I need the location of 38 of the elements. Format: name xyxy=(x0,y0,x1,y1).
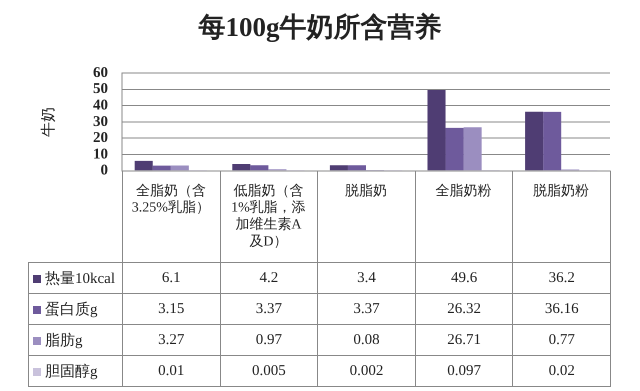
data-label: 3.37 xyxy=(220,294,318,324)
y-tick-label: 40 xyxy=(93,97,108,114)
y-tick-label: 60 xyxy=(93,64,108,81)
data-label: 26.71 xyxy=(415,324,513,356)
y-tick-label: 30 xyxy=(93,114,108,130)
legend-label: 脂肪g xyxy=(28,324,122,356)
data-label: 0.005 xyxy=(220,356,318,386)
legend-label: 胆固醇g xyxy=(28,356,122,386)
data-label: 0.002 xyxy=(318,356,416,386)
data-label: 3.15 xyxy=(122,294,220,324)
y-tick-label: 50 xyxy=(93,81,108,98)
legend-label: 热量10kcal xyxy=(28,262,122,294)
data-label: 0.02 xyxy=(512,356,610,386)
data-label: 0.097 xyxy=(415,356,513,386)
data-label: 36.16 xyxy=(512,294,610,324)
data-label: 49.6 xyxy=(415,262,513,294)
y-axis-title: 牛奶 xyxy=(40,106,57,137)
data-label: 6.1 xyxy=(122,262,220,294)
data-label: 36.2 xyxy=(512,262,610,294)
data-label: 0.97 xyxy=(220,324,318,356)
x-tick-label: 脱脂奶粉 xyxy=(533,182,590,199)
y-tick-label: 20 xyxy=(93,130,108,146)
x-tick-label: 脱脂奶 xyxy=(345,182,387,199)
legend-label: 蛋白质g xyxy=(28,294,122,324)
x-tick-label: 全脂奶粉 xyxy=(436,182,492,199)
x-tick-label: 低脂奶（含1%乳脂，添加维生素A及D） xyxy=(231,182,306,250)
data-label: 0.77 xyxy=(512,324,610,356)
data-label: 0.08 xyxy=(318,324,416,356)
x-tick-label: 全脂奶（含3.25%乳脂） xyxy=(132,182,210,216)
y-tick-label: 0 xyxy=(100,162,108,179)
data-label: 3.4 xyxy=(318,262,416,294)
y-tick-label: 10 xyxy=(93,146,108,162)
data-label: 26.32 xyxy=(415,294,513,324)
chart-title: 每100g牛奶所含营养 xyxy=(198,11,442,44)
data-label: 0.01 xyxy=(122,356,220,386)
data-label: 3.37 xyxy=(318,294,416,324)
data-label: 3.27 xyxy=(122,324,220,356)
data-label: 4.2 xyxy=(220,262,318,294)
